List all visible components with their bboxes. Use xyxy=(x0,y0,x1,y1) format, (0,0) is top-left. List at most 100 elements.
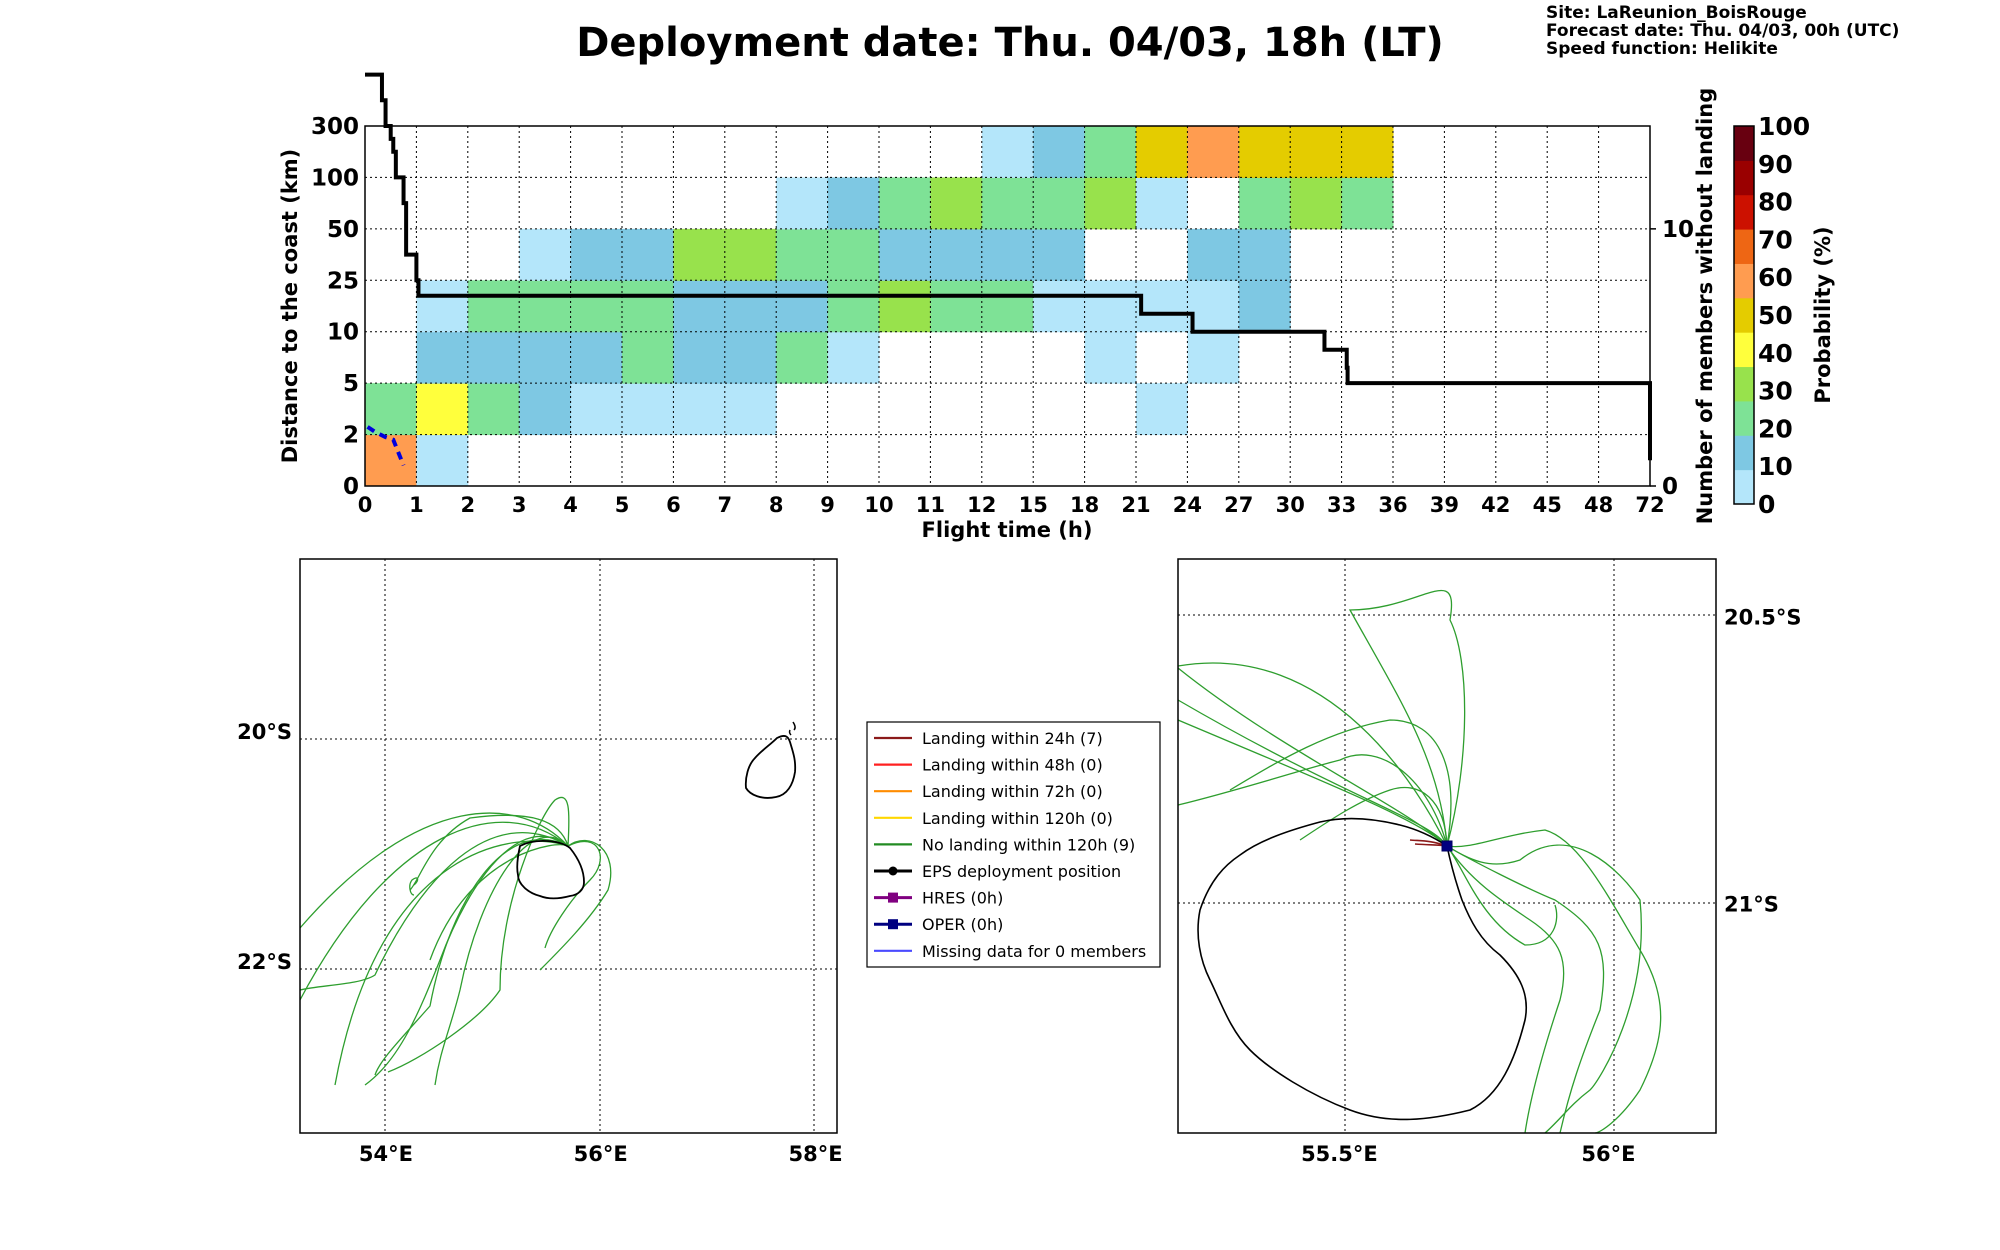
colorbar-tick-label: 0 xyxy=(1758,490,1775,519)
heatmap-cell xyxy=(981,228,1034,281)
heatmap-cell xyxy=(519,383,572,436)
heatmap-cell xyxy=(673,280,726,333)
heatmap-cell xyxy=(570,280,623,333)
map-zoomed-trajectories xyxy=(1177,589,1662,1134)
oper-deployment-marker xyxy=(1441,840,1453,852)
map-zoomed-grid xyxy=(1178,559,1716,1133)
map-x-tick-label: 56°E xyxy=(574,1142,628,1166)
x-tick-label: 3 xyxy=(512,493,527,517)
x-tick-label: 4 xyxy=(563,493,578,517)
legend-item: HRES (0h) xyxy=(874,889,1003,908)
heatmap-cell xyxy=(467,280,520,333)
colorbar-segments xyxy=(1734,126,1754,505)
x-tick-label: 12 xyxy=(967,493,996,517)
heatmap-cell xyxy=(365,383,417,436)
heatmap-cell xyxy=(467,331,520,384)
site-info: Site: LaReunion_BoisRouge xyxy=(1546,3,1807,23)
heatmap-cell xyxy=(1084,280,1137,333)
heatmap-cell xyxy=(1033,177,1086,230)
legend-item-label: HRES (0h) xyxy=(922,889,1003,908)
legend-item-label: Landing within 72h (0) xyxy=(922,782,1103,801)
heatmap-cell xyxy=(724,331,777,384)
colorbar-label: Probability (%) xyxy=(1811,226,1835,403)
y-tick-label: 2 xyxy=(343,423,359,449)
heatmap-cell xyxy=(1084,331,1137,384)
heatmap-cell xyxy=(673,331,726,384)
heatmap-cell xyxy=(365,434,417,487)
heatmap-cell xyxy=(1187,280,1240,333)
legend-item: Landing within 72h (0) xyxy=(874,782,1103,801)
x-tick-label: 36 xyxy=(1378,493,1407,517)
heatmap-cell xyxy=(724,228,777,281)
y2-tick-label: 0 xyxy=(1662,474,1678,500)
heatmap-cell xyxy=(622,280,674,333)
mauritius-island-outline xyxy=(744,735,797,799)
heatmap-cell xyxy=(1187,331,1240,384)
colorbar-tick-label: 100 xyxy=(1758,112,1810,141)
x-tick-label: 10 xyxy=(864,493,893,517)
x-tick-label: 42 xyxy=(1481,493,1510,517)
x-tick-label: 24 xyxy=(1173,493,1202,517)
legend-marker-circle xyxy=(888,866,898,876)
heatmap-cell xyxy=(930,177,983,230)
heatmap-cell xyxy=(981,126,1034,178)
legend-marker-square xyxy=(888,892,898,903)
x-tick-label: 8 xyxy=(769,493,784,517)
colorbar-tick-labels: 0 10 20 30 40 50 60 70 80 90 100 xyxy=(1758,112,1810,519)
legend-items: Landing within 24h (7) Landing within 48h… xyxy=(874,729,1146,961)
colorbar-tick-label: 10 xyxy=(1758,452,1793,481)
heatmap-cell xyxy=(467,383,520,436)
x-axis-label: Flight time (h) xyxy=(922,518,1093,542)
map-y-tick-label: 22°S xyxy=(237,950,292,974)
heatmap-cell xyxy=(416,280,469,333)
map-regional-frame xyxy=(299,558,838,1134)
heatmap-cell xyxy=(1136,177,1188,230)
x-tick-label: 5 xyxy=(615,493,630,517)
heatmap-cell xyxy=(416,383,469,436)
legend-item: Missing data for 0 members xyxy=(874,942,1146,961)
heatmap-cell xyxy=(1290,177,1343,230)
probability-heatmap: 0 1 2 3 4 5 6 7 8 9 10 11 12 15 18 21 24 27 30 33 36 39 42 45 48… xyxy=(278,72,1717,542)
heatmap-cell xyxy=(622,228,674,281)
colorbar-segment xyxy=(1734,194,1754,230)
colorbar-segment xyxy=(1734,469,1754,505)
colorbar-segment xyxy=(1734,332,1754,368)
heatmap-cell xyxy=(827,228,880,281)
x-tick-label: 0 xyxy=(358,493,373,517)
legend-item: No landing within 120h (9) xyxy=(874,835,1135,854)
heatmap-cell xyxy=(1136,280,1188,333)
legend: Landing within 24h (7) Landing within 48h… xyxy=(866,721,1161,968)
map-x-tick-label: 58°E xyxy=(788,1142,842,1166)
heatmap-cell xyxy=(1238,280,1291,333)
legend-item-label: OPER (0h) xyxy=(922,915,1003,934)
heatmap-cell xyxy=(570,331,623,384)
colorbar-segment xyxy=(1734,297,1754,333)
heatmap-cell xyxy=(416,331,469,384)
heatmap-cell xyxy=(827,331,880,384)
x-tick-label: 1 xyxy=(409,493,424,517)
legend-item: Landing within 48h (0) xyxy=(874,756,1103,775)
heatmap-cell xyxy=(879,228,931,281)
x-tick-labels: 0 1 2 3 4 5 6 7 8 9 10 11 12 15 18 21 24 27 30 33 36 39 42 45 48… xyxy=(358,493,1665,517)
legend-item: OPER (0h) xyxy=(874,915,1003,934)
heatmap-cell xyxy=(776,280,829,333)
x-tick-label: 33 xyxy=(1327,493,1356,517)
heatmap-cell xyxy=(1290,126,1343,178)
heatmap-cell xyxy=(1033,228,1086,281)
heatmap-cell xyxy=(1187,126,1240,178)
heatmap-cell xyxy=(1238,126,1291,178)
colorbar-segment xyxy=(1734,400,1754,436)
colorbar-tick-label: 90 xyxy=(1758,150,1793,179)
legend-frame xyxy=(866,721,1161,968)
y2-axis-label: Number of members without landing xyxy=(1693,88,1717,525)
heatmap-cell xyxy=(981,177,1034,230)
map-x-tick-label: 54°E xyxy=(359,1142,413,1166)
heatmap-cell xyxy=(827,177,880,230)
heatmap-cell xyxy=(1033,126,1086,178)
heatmap-cell xyxy=(622,383,674,436)
heatmap-grid xyxy=(365,126,1650,486)
map-zoomed: 55.5°E 56°E 20.5°S 21°S xyxy=(1177,558,1801,1166)
heatmap-cell xyxy=(930,228,983,281)
colorbar-tick-label: 20 xyxy=(1758,414,1793,443)
